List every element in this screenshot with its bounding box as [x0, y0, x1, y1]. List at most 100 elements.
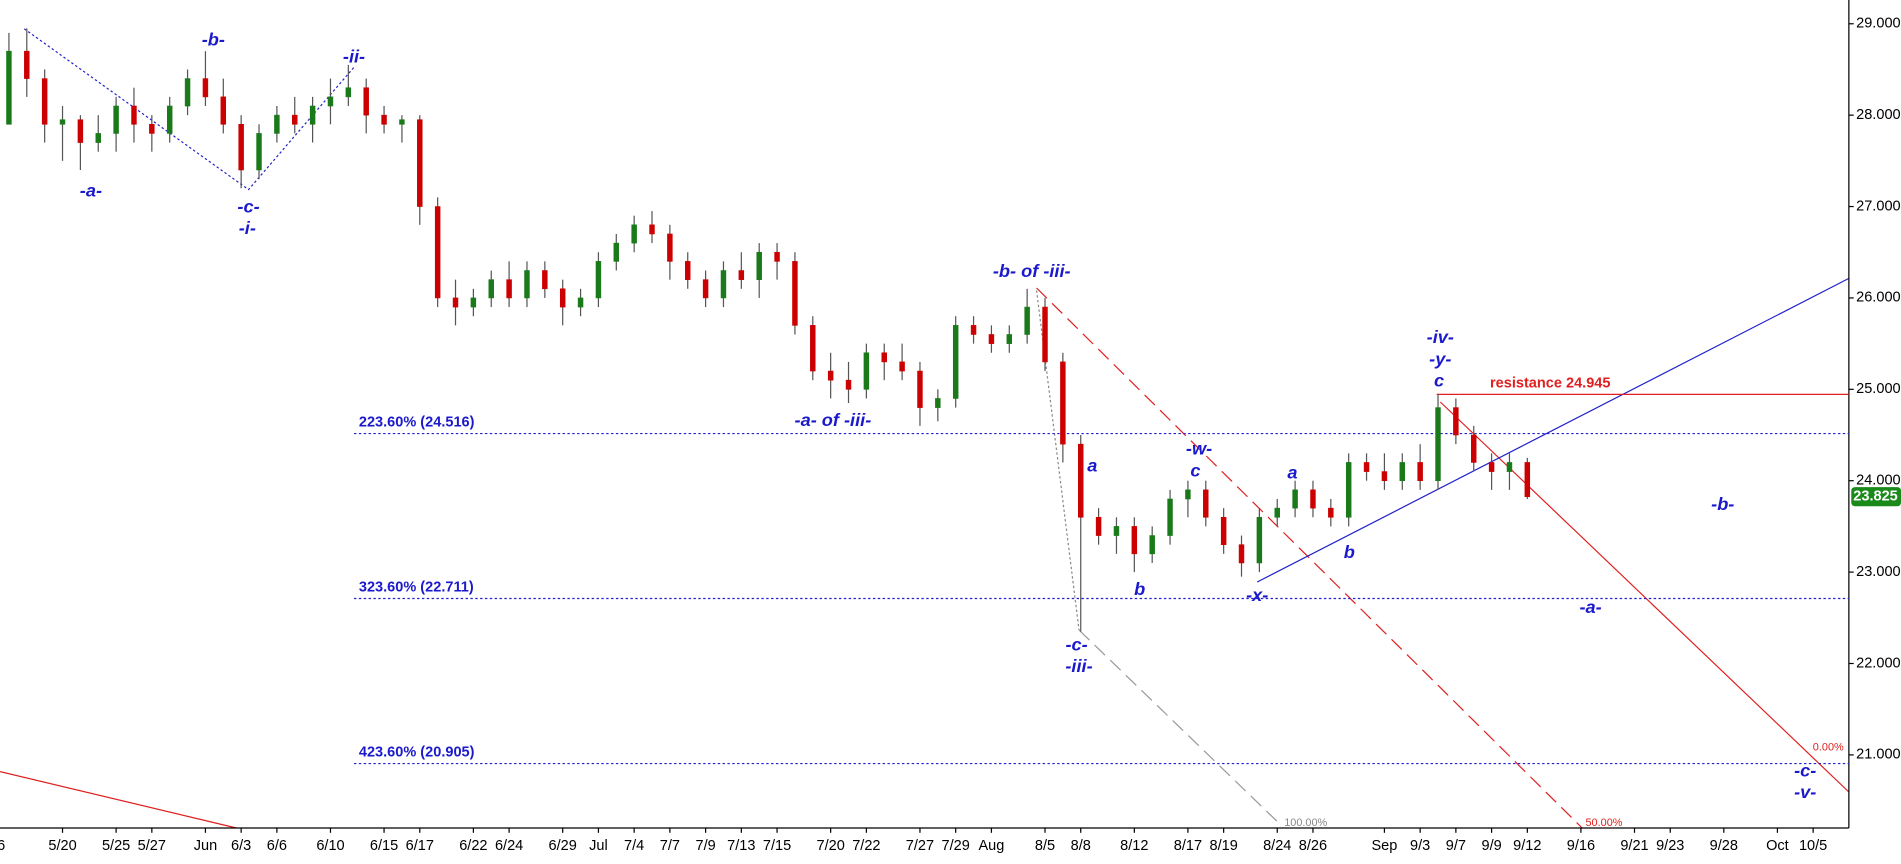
candle-body [327, 96, 334, 107]
candle-body [452, 297, 459, 308]
candle-body [613, 242, 620, 262]
candle-body [381, 114, 387, 125]
candle-body [1203, 489, 1209, 518]
wave-label: -i- [239, 218, 256, 238]
candle-body [345, 87, 352, 98]
candle-body [1024, 306, 1030, 335]
candle-body [845, 379, 852, 390]
x-tick-label: Jun [194, 838, 217, 854]
candle-body [1149, 535, 1155, 555]
x-tick-label: 7/15 [763, 838, 791, 854]
wave-label: -x- [1246, 585, 1268, 605]
y-tick-label: 23.000 [1856, 564, 1900, 580]
wave-label: -iv- [1427, 327, 1454, 347]
candle-body [756, 251, 762, 280]
candle-body [506, 279, 512, 299]
candle-body [1274, 507, 1280, 518]
x-tick-label: 9/28 [1710, 838, 1738, 854]
candle-body [417, 119, 423, 207]
y-tick-label: 26.000 [1856, 290, 1900, 306]
candle-body [1435, 407, 1441, 482]
x-tick-label: 7/29 [942, 838, 970, 854]
x-tick-label: 9/9 [1481, 838, 1501, 854]
candle-body [881, 352, 887, 363]
wave-label: -c- [1065, 634, 1087, 654]
fan-line [1035, 290, 1080, 631]
candle-body [1345, 462, 1352, 518]
x-tick-label: 8/19 [1209, 838, 1237, 854]
fib-label: 223.60% (24.516) [359, 415, 475, 431]
candle-body [1471, 434, 1477, 463]
x-tick-label: 6/3 [231, 838, 251, 854]
x-tick-label: 5/20 [48, 838, 76, 854]
wave-label: c [1434, 370, 1444, 390]
candle-body [1131, 526, 1138, 555]
fan-label: 50.00% [1585, 817, 1622, 829]
fan-label: 0.00% [1813, 741, 1844, 753]
x-tick-label: Sep [1371, 838, 1397, 854]
candle-body [1167, 498, 1173, 536]
candle-body [899, 361, 905, 372]
resistance-label: resistance 24.945 [1490, 375, 1610, 391]
candle-body [792, 261, 798, 326]
wave-label: -b- [202, 30, 225, 50]
candle-body [59, 119, 66, 125]
candle-body [202, 78, 209, 98]
x-tick-label: 8/24 [1263, 838, 1291, 854]
x-tick-label: 5/16 [0, 838, 5, 854]
candle-body [1399, 462, 1406, 482]
wave-label: -b- of -iii- [993, 261, 1071, 281]
x-tick-label: 8/26 [1299, 838, 1327, 854]
wave-label: -b- [1711, 494, 1734, 514]
x-tick-label: Aug [978, 838, 1004, 854]
candle-body [1381, 471, 1388, 482]
x-tick-label: 6/22 [459, 838, 487, 854]
candle-body [702, 279, 709, 299]
x-tick-label: 9/12 [1513, 838, 1541, 854]
wave-label: -ii- [343, 46, 365, 66]
candle-body [1417, 462, 1423, 482]
x-tick-label: 9/3 [1410, 838, 1430, 854]
candle-body [1256, 516, 1263, 564]
x-tick-label: 8/5 [1035, 838, 1055, 854]
x-tick-label: 9/23 [1656, 838, 1684, 854]
y-tick-label: 29.000 [1856, 16, 1900, 32]
wave-label: c [1190, 460, 1200, 480]
candle-body [184, 78, 191, 107]
candle-body [1524, 462, 1531, 498]
candle-body [77, 119, 84, 143]
candle-body [292, 114, 298, 125]
candle-body [434, 206, 441, 299]
x-tick-label: 6/15 [370, 838, 398, 854]
candle-body [685, 261, 691, 280]
x-tick-label: Oct [1766, 838, 1789, 854]
candle-body [935, 398, 941, 408]
y-tick-label: 25.000 [1856, 381, 1900, 397]
candle-body [274, 114, 280, 134]
x-tick-label: 5/25 [102, 838, 130, 854]
x-tick-label: 7/20 [816, 838, 844, 854]
candle-body [1113, 526, 1120, 536]
wave-label: -a- [80, 181, 102, 201]
y-tick-label: 24.000 [1856, 473, 1900, 489]
candle-body [1220, 516, 1227, 545]
candle-body [952, 325, 959, 399]
y-tick-label: 22.000 [1856, 655, 1900, 671]
x-tick-label: 6/24 [495, 838, 523, 854]
candle-body [1363, 462, 1370, 472]
candle-body [988, 334, 995, 344]
candle-body [6, 50, 12, 125]
last-price-label: 23.825 [1853, 489, 1897, 505]
candle-body [649, 224, 655, 235]
candle-body [24, 50, 30, 79]
candle-body [667, 233, 673, 262]
fib-label: 423.60% (20.905) [359, 745, 475, 761]
wave-label: -c- [1794, 760, 1816, 780]
x-tick-label: Jul [589, 838, 608, 854]
y-tick-label: 28.000 [1856, 107, 1900, 123]
x-tick-label: 7/22 [852, 838, 880, 854]
candle-body [542, 270, 548, 290]
candle-body [827, 370, 834, 381]
